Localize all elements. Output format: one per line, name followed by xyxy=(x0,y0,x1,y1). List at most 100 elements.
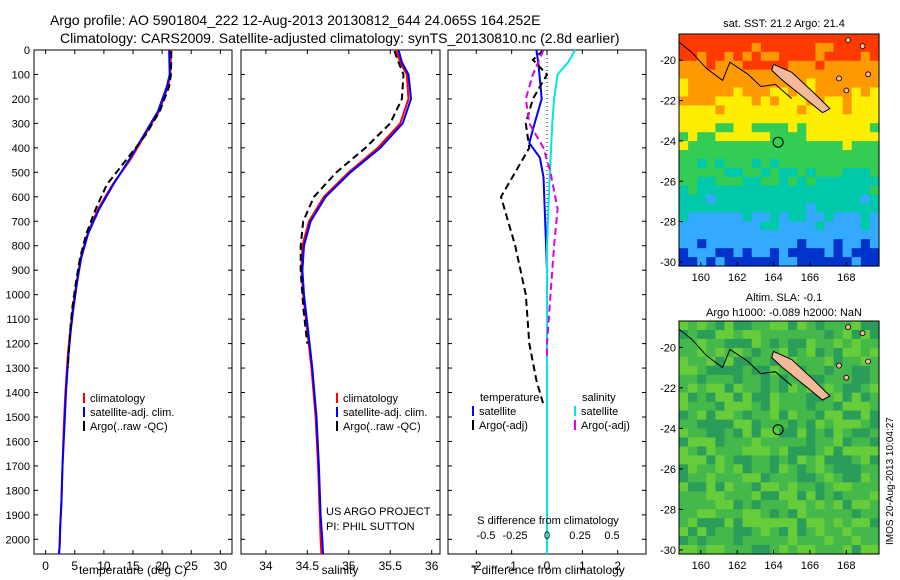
map-cell xyxy=(760,356,771,367)
map-cell xyxy=(688,105,698,115)
map-cell xyxy=(715,141,726,151)
map-cell xyxy=(760,536,771,546)
map-cell xyxy=(715,34,726,44)
map-cell xyxy=(697,491,707,501)
map-cell xyxy=(733,392,744,403)
y-tick-label: 500 xyxy=(12,167,30,179)
map-cell xyxy=(724,230,735,240)
map-cell xyxy=(688,194,698,205)
map-cell xyxy=(842,347,853,358)
map-cell xyxy=(724,374,735,385)
map-cell xyxy=(742,338,753,349)
y-tick-label: 600 xyxy=(12,192,30,204)
map-cell xyxy=(806,321,816,331)
map-cell xyxy=(860,500,871,510)
map-cell xyxy=(833,60,844,71)
map-cell xyxy=(706,123,716,133)
map-x-tick-label: 162 xyxy=(728,560,746,572)
map-cell xyxy=(788,257,798,267)
map-cell xyxy=(815,473,826,483)
map-cell xyxy=(679,176,689,187)
map-x-tick-label: 164 xyxy=(764,560,782,572)
map-cell xyxy=(860,114,871,124)
map-cell xyxy=(760,257,771,267)
map-cell xyxy=(733,167,744,178)
map-cell xyxy=(760,51,771,62)
map-cell xyxy=(797,257,807,267)
map-cell xyxy=(706,455,716,465)
map-cell xyxy=(815,419,826,430)
map-cell xyxy=(679,527,689,537)
map-cell xyxy=(751,185,762,196)
map-cell xyxy=(851,96,862,106)
map-cell xyxy=(806,114,816,124)
series-line-satellite xyxy=(546,49,577,554)
map-cell xyxy=(706,374,716,385)
map-cell xyxy=(869,105,880,115)
map-cell xyxy=(742,42,753,53)
map-cell xyxy=(824,87,835,97)
series-line-satellite xyxy=(528,49,548,554)
map-cell xyxy=(706,321,716,331)
map-cell xyxy=(733,401,744,412)
map-cell xyxy=(815,491,826,501)
map-cell xyxy=(733,383,744,394)
map-cell xyxy=(751,158,762,169)
map-cell xyxy=(833,347,844,358)
map-cell xyxy=(724,527,735,537)
map-cell xyxy=(860,464,871,474)
map-cell xyxy=(760,185,771,196)
y-tick-label: 1800 xyxy=(6,485,30,497)
map-cell xyxy=(679,464,689,474)
map-cell xyxy=(688,482,698,492)
map-cell xyxy=(842,527,853,537)
map-cell xyxy=(806,123,816,133)
map-cell xyxy=(724,141,735,151)
map-cell xyxy=(688,150,698,160)
legend-label: satellite-adj. clim. xyxy=(343,407,427,419)
map-cell xyxy=(788,203,798,213)
map-cell xyxy=(706,239,716,249)
map-cell xyxy=(760,203,771,213)
map-cell xyxy=(860,455,871,465)
map-cell xyxy=(733,158,744,169)
map-cell xyxy=(715,257,726,267)
map-cell xyxy=(860,150,871,160)
legend-label: Argo(..raw -QC) xyxy=(343,421,421,433)
map-cell xyxy=(824,446,835,457)
map-cell xyxy=(688,132,698,142)
map-cell xyxy=(715,158,726,169)
map-cell xyxy=(860,482,871,492)
map-cell xyxy=(842,257,853,267)
map-cell xyxy=(751,330,762,340)
map-cell xyxy=(769,114,780,124)
map-cell xyxy=(679,78,689,89)
map-cell xyxy=(688,383,698,394)
map-cell xyxy=(697,338,707,349)
map-cell xyxy=(815,123,826,133)
map-cell xyxy=(788,185,798,196)
map-cell xyxy=(715,536,726,546)
map-cell xyxy=(715,330,726,340)
map-cell xyxy=(706,150,716,160)
map-cell xyxy=(860,410,871,421)
map-cell xyxy=(679,194,689,205)
map-cell xyxy=(742,185,753,196)
map-cell xyxy=(751,392,762,403)
map-cell xyxy=(815,212,826,222)
map-cell xyxy=(715,500,726,510)
map-cell xyxy=(797,69,807,80)
map-cell xyxy=(779,491,789,501)
map-cell xyxy=(797,392,807,403)
series-line-argo-raw-qc- xyxy=(299,50,405,344)
map-cell xyxy=(742,545,753,555)
map-cell xyxy=(742,203,753,213)
map-cell xyxy=(869,321,880,331)
map-cell xyxy=(724,239,735,249)
map-cell xyxy=(697,365,707,376)
map-cell xyxy=(724,194,735,205)
project-line-1: US ARGO PROJECT xyxy=(326,506,431,518)
map-cell xyxy=(688,536,698,546)
map-cell xyxy=(733,437,744,448)
map-cell xyxy=(697,527,707,537)
